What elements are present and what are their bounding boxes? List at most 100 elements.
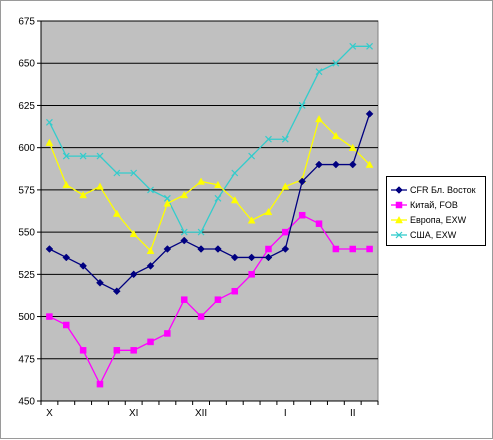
data-point: [281, 182, 290, 190]
data-point: [214, 245, 222, 253]
marker-stroke: [298, 102, 306, 109]
data-point: [332, 245, 340, 253]
legend-marker: [395, 185, 403, 194]
marker-stroke: [315, 68, 323, 76]
marker-stroke: [214, 194, 222, 202]
y-tick-label: 650: [18, 59, 35, 70]
data-point: [315, 220, 323, 227]
x-tick-label: XII: [195, 408, 207, 419]
data-point: [79, 152, 87, 160]
data-point: [265, 135, 272, 143]
marker-stroke: [180, 228, 188, 236]
data-point: [214, 194, 222, 202]
data-point: [231, 287, 239, 295]
data-point: [248, 152, 256, 160]
data-point: [231, 169, 239, 177]
data-point: [197, 245, 205, 253]
legend-marker: [395, 215, 403, 223]
legend-label-cfr: CFR Бл. Восток: [410, 184, 476, 195]
data-point: [112, 209, 121, 217]
data-point: [96, 182, 104, 190]
marker-stroke: [163, 194, 171, 202]
data-point: [180, 190, 189, 199]
marker-stroke: [147, 186, 154, 194]
legend: CFR Бл. Восток Китай, FOB Европа, EXW СШ…: [386, 176, 486, 246]
y-tick-label: 600: [18, 143, 35, 154]
y-tick-label: 500: [18, 312, 35, 323]
legend-item-europe: Европа, EXW: [391, 212, 483, 227]
series-line: [48, 117, 371, 252]
legend-label-europe: Европа, EXW: [410, 214, 467, 225]
legend-swatch-cfr: [391, 185, 407, 195]
marker-stroke: [349, 42, 357, 50]
data-point: [214, 180, 222, 189]
y-tick-label: 675: [18, 17, 35, 28]
data-point: [197, 228, 205, 236]
data-point: [163, 245, 172, 253]
data-point: [230, 195, 239, 204]
data-point: [46, 313, 53, 320]
data-point: [230, 253, 239, 262]
marker-stroke: [248, 152, 256, 160]
x-tick-label: II: [350, 408, 356, 419]
data-point: [147, 186, 154, 194]
data-point: [282, 228, 289, 236]
data-point: [130, 347, 137, 354]
plot-area: [40, 20, 379, 402]
legend-label-usa: США, EXW: [410, 229, 457, 240]
data-point: [248, 271, 255, 278]
marker-stroke: [265, 135, 272, 143]
data-point: [264, 207, 273, 216]
marker-stroke: [231, 169, 239, 177]
data-point: [79, 262, 87, 270]
data-point: [281, 135, 289, 143]
series-lines: [45, 42, 374, 388]
data-point: [79, 190, 88, 199]
data-point: [130, 169, 138, 177]
data-point: [62, 152, 70, 160]
y-tick-label: 525: [18, 270, 35, 281]
legend-item-china: Китай, FOB: [391, 197, 483, 212]
series-0: [45, 110, 374, 296]
data-point: [129, 270, 138, 279]
marker-stroke: [46, 118, 53, 126]
data-point: [62, 180, 71, 189]
data-point: [45, 138, 54, 146]
data-point: [163, 194, 171, 202]
data-point: [365, 160, 374, 168]
data-point: [180, 296, 188, 303]
series-3: [46, 42, 373, 236]
data-point: [45, 245, 54, 253]
data-point: [265, 245, 272, 253]
marker-stroke: [79, 152, 87, 160]
data-point: [349, 42, 357, 50]
y-tick-label: 450: [18, 397, 35, 408]
data-point: [96, 152, 104, 160]
legend-label-china: Китай, FOB: [410, 199, 458, 210]
data-point: [281, 245, 290, 253]
series-1: [46, 211, 373, 388]
data-point: [112, 287, 121, 296]
data-point: [113, 169, 121, 177]
data-point: [96, 278, 104, 287]
legend-item-cfr: CFR Бл. Восток: [391, 182, 483, 197]
data-point: [315, 160, 323, 169]
marker-stroke: [366, 42, 373, 50]
marker-stroke: [395, 231, 403, 238]
data-point: [63, 321, 70, 329]
data-point: [247, 253, 256, 262]
y-tick-label: 575: [18, 185, 35, 196]
data-point: [315, 114, 323, 123]
grid-lines: [41, 20, 378, 360]
data-point: [332, 160, 340, 169]
data-point: [332, 59, 340, 67]
data-point: [366, 245, 373, 253]
data-point: [96, 380, 104, 388]
marker-stroke: [197, 228, 205, 236]
data-point: [146, 262, 155, 270]
y-axis-tick-labels: 450 475 500 525 550 575 600 625 650 675: [18, 17, 35, 408]
data-point: [264, 253, 273, 262]
data-point: [331, 131, 340, 140]
